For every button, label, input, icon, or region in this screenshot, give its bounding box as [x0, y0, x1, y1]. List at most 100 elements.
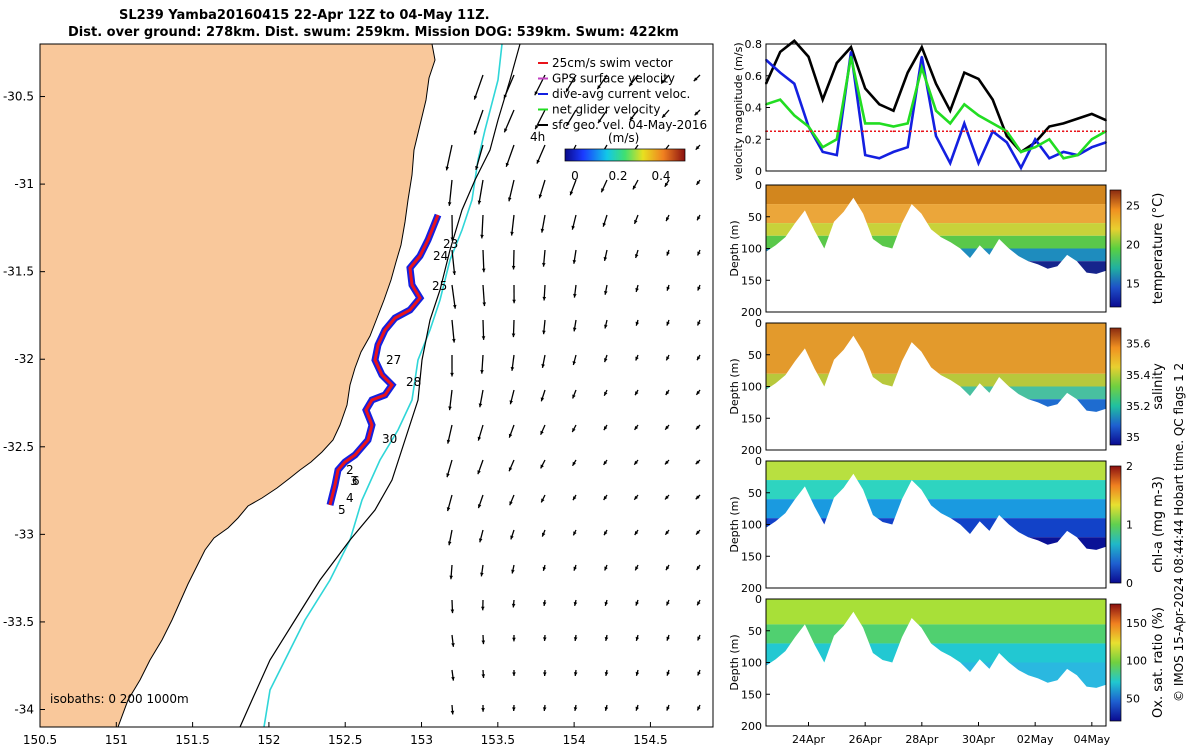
velocity-arrow — [508, 424, 515, 438]
arrow-head — [665, 530, 669, 535]
velocity-arrow — [628, 74, 639, 87]
day-label: 25 — [432, 279, 447, 293]
velocity-point — [1062, 130, 1065, 133]
day-label: 2 — [346, 463, 354, 477]
velocity-arrow — [632, 179, 639, 190]
velocity-arrow — [664, 529, 670, 536]
arrow-head — [572, 496, 577, 501]
arrow-head — [603, 256, 608, 261]
map-xtick-label: 152.5 — [328, 733, 362, 747]
legend-label: dive-avg current veloc. — [552, 87, 690, 101]
arrow-head — [664, 182, 669, 187]
section-colorbar — [1109, 465, 1122, 584]
arrow-head — [629, 82, 633, 87]
arrow-head — [510, 231, 514, 236]
arrow-head — [696, 180, 701, 185]
velocity-arrow — [542, 599, 547, 607]
legend-label: sfc geo. vel. 04-May-2016 — [552, 118, 707, 132]
velocity-arrow — [447, 529, 453, 546]
velocity-point — [1048, 125, 1051, 128]
arrow-head — [452, 338, 456, 343]
arrow-head — [451, 643, 455, 647]
velocity-arrow — [542, 284, 547, 301]
section-ylabel: Depth (m) — [728, 496, 741, 552]
arrow-head — [572, 361, 577, 365]
velocity-point — [864, 154, 867, 157]
velocity-arrow — [509, 389, 515, 405]
arrow-head — [635, 321, 640, 326]
velocity-point — [864, 130, 867, 133]
velocity-arrow — [666, 704, 670, 711]
arrow-head — [634, 460, 638, 465]
arrow-head — [666, 671, 670, 676]
velocity-point — [1048, 130, 1051, 133]
section-ytick-label: 200 — [741, 720, 762, 733]
arrow-head — [572, 461, 576, 466]
arrow-head — [666, 251, 670, 256]
velocity-point — [821, 146, 824, 149]
arrow-head — [534, 91, 539, 96]
section-ytick-label: 200 — [741, 444, 762, 457]
velocity-arrow — [451, 319, 456, 343]
velocity-point — [906, 130, 909, 133]
velocity-arrow — [473, 109, 484, 135]
velocity-arrow — [572, 389, 577, 399]
velocity-arrow — [635, 319, 640, 326]
velocity-arrow — [629, 109, 639, 121]
section-colorbar — [1109, 603, 1122, 722]
velocity-point — [779, 130, 782, 133]
velocity-arrow — [603, 354, 608, 363]
corner-label: 4h — [530, 130, 545, 144]
section-layer — [766, 537, 1106, 550]
day-label: 30 — [382, 432, 397, 446]
velocity-arrow — [633, 214, 639, 225]
velocity-point — [977, 130, 980, 133]
section-layer — [766, 323, 1106, 374]
arrow-head — [450, 609, 455, 614]
velocity-point — [1020, 130, 1022, 133]
arrow-shaft — [445, 144, 453, 171]
arrow-head — [565, 88, 570, 93]
section-layer — [766, 373, 1106, 387]
velocity-arrow — [481, 634, 486, 645]
velocity-arrow — [604, 564, 608, 571]
velocity-point — [949, 162, 952, 165]
arrow-head — [569, 191, 574, 196]
day-label: 3 — [350, 474, 358, 488]
day-label: 24 — [433, 249, 448, 263]
velocity-point — [1005, 130, 1008, 133]
arrow-head — [510, 367, 515, 371]
arrow-head — [604, 358, 608, 363]
section-panel-chl-a: 0 50 100 150 200 Depth (m) 0 1 2 chl-a (mg m-3) — [728, 455, 1166, 595]
velocity-arrow — [446, 424, 453, 444]
velocity-ytick-label: 0 — [755, 165, 762, 178]
map-frame — [39, 43, 714, 728]
velocity-point — [793, 130, 796, 133]
velocity-point — [878, 122, 881, 125]
velocity-arrow — [481, 249, 486, 273]
velocity-point — [1020, 151, 1022, 153]
velocity-arrow — [565, 74, 577, 93]
arrow-head — [665, 566, 670, 571]
map-ytick-label: -32 — [14, 352, 34, 366]
arrow-head — [477, 470, 481, 475]
velocity-arrow — [634, 389, 639, 396]
velocity-point — [920, 55, 923, 58]
day-label: 23 — [443, 237, 458, 251]
glider-track — [326, 213, 442, 506]
arrow-shaft — [508, 179, 515, 202]
velocity-point — [850, 55, 852, 58]
velocity-point — [991, 122, 994, 125]
velocity-arrow — [480, 214, 484, 239]
velocity-arrow — [696, 319, 701, 326]
velocity-arrow — [512, 704, 516, 712]
velocity-arrow — [634, 424, 639, 431]
velocity-arrow — [565, 109, 577, 127]
arrow-head — [542, 296, 547, 301]
arrow-head — [535, 125, 539, 130]
velocity-point — [1005, 141, 1008, 144]
velocity-arrow — [475, 144, 484, 171]
velocity-point — [1020, 166, 1022, 169]
velocity-arrow — [597, 109, 608, 124]
velocity-arrow — [666, 319, 670, 326]
